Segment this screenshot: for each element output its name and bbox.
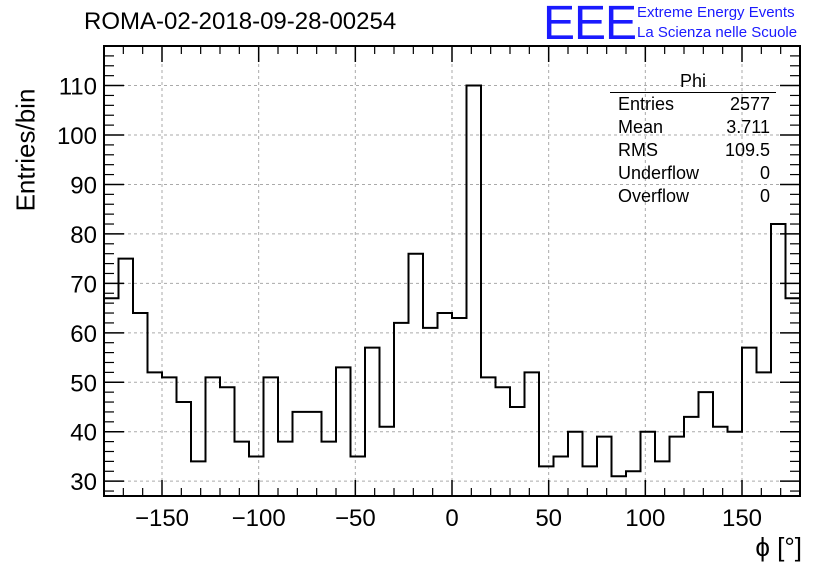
histogram-bin: [235, 442, 250, 496]
y-tick-label: 50: [70, 370, 97, 397]
histogram-bin: [148, 372, 163, 496]
chart-title: ROMA-02-2018-09-28-00254: [84, 8, 397, 35]
histogram-bin: [481, 377, 496, 496]
histogram-bin: [206, 377, 221, 496]
stats-value: 109.5: [724, 140, 770, 160]
histogram-bin: [423, 328, 438, 496]
histogram-bin: [162, 377, 177, 496]
stats-label: Overflow: [618, 186, 690, 206]
y-tick-label: 80: [70, 222, 97, 249]
stats-row-overflow: Overflow 0: [610, 185, 776, 208]
histogram-bin: [249, 456, 264, 496]
histogram-bin: [177, 402, 192, 496]
y-tick-label: 90: [70, 172, 97, 199]
y-tick-label: 60: [70, 321, 97, 348]
histogram-bin: [191, 461, 206, 496]
stats-title: Phi: [610, 70, 776, 93]
histogram-bin: [684, 417, 699, 496]
histogram-bin: [786, 298, 801, 496]
histogram-bin: [264, 377, 279, 496]
x-tick-label: 50: [535, 505, 562, 532]
stats-box: Phi Entries 2577 Mean 3.711 RMS 109.5 Un…: [610, 70, 776, 208]
logo-caption: Extreme Energy Events La Scienza nelle S…: [637, 3, 797, 43]
x-tick-label: 100: [625, 505, 665, 532]
histogram-bin: [583, 466, 598, 496]
stats-label: Mean: [618, 117, 664, 137]
histogram-bin: [351, 456, 366, 496]
stats-value: 2577: [729, 94, 770, 114]
x-tick-label: −50: [335, 505, 376, 532]
histogram-bin: [380, 427, 395, 496]
histogram-bin: [293, 412, 308, 496]
histogram-bin: [597, 437, 612, 496]
histogram-bin: [568, 432, 583, 496]
y-axis-label-box: Entries/bin: [6, 89, 46, 212]
histogram-bin: [612, 476, 627, 496]
histogram-bin: [336, 367, 351, 496]
stats-label: Entries: [618, 94, 675, 114]
histogram-bin: [554, 456, 569, 496]
histogram-bin: [525, 372, 540, 496]
histogram-bin: [409, 254, 424, 496]
y-tick-label: 100: [57, 123, 97, 150]
histogram-bin: [467, 86, 482, 496]
histogram-bin: [438, 313, 453, 496]
histogram-bin: [655, 461, 670, 496]
plot-frame: [103, 45, 801, 497]
y-axis-label: Entries/bin: [10, 88, 41, 212]
histogram-bin: [728, 432, 743, 496]
histogram-bin: [713, 427, 728, 496]
stats-value: 0: [759, 186, 770, 206]
x-axis-label: ϕ [°]: [755, 532, 802, 562]
histogram-bin: [452, 318, 467, 496]
histogram-bin: [220, 387, 235, 496]
y-tick-label: 40: [70, 420, 97, 447]
y-tick-label: 110: [59, 74, 97, 101]
eee-logo: EEE: [543, 0, 637, 50]
x-tick-label: 0: [445, 505, 458, 532]
stats-row-entries: Entries 2577: [610, 93, 776, 116]
y-tick-labels: 30 40 50 60 70 80 90 100 110: [57, 74, 97, 497]
stats-value: 0: [759, 163, 770, 183]
histogram-bin: [510, 407, 525, 496]
histogram-bin: [278, 442, 293, 496]
logo-caption-line2: La Scienza nelle Scuole: [637, 24, 798, 41]
histogram-bin: [670, 437, 685, 496]
stats-value: 3.711: [726, 117, 770, 137]
stats-row-rms: RMS 109.5: [610, 139, 776, 162]
stats-row-underflow: Underflow 0: [610, 162, 776, 185]
histogram-step-line: [104, 84, 801, 478]
stats-label: Underflow: [618, 163, 700, 183]
histogram-bin: [394, 323, 409, 496]
histogram-bin: [133, 313, 148, 496]
y-tick-label: 70: [70, 271, 97, 298]
histogram-bin: [641, 432, 656, 496]
histogram-bin: [771, 224, 786, 496]
histogram-bin: [742, 348, 757, 496]
histogram-bin: [626, 471, 641, 496]
x-tick-label: −100: [232, 505, 286, 532]
histogram-bin: [757, 372, 772, 496]
stats-label: RMS: [618, 140, 658, 160]
x-tick-label: 150: [722, 505, 762, 532]
histogram-bin: [365, 348, 380, 496]
histogram-bin: [322, 442, 337, 496]
histogram-bin: [496, 387, 511, 496]
histogram-bin: [307, 412, 322, 496]
x-tick-labels: −150 −100 −50 0 50 100 150: [135, 505, 762, 532]
x-tick-label: −150: [135, 505, 189, 532]
histogram-bin: [119, 259, 134, 496]
histogram-bin: [104, 298, 119, 496]
logo-caption-line1: Extreme Energy Events: [637, 4, 795, 21]
histogram-bin: [539, 466, 554, 496]
y-tick-label: 30: [70, 469, 97, 496]
histogram-bin: [699, 392, 714, 496]
stats-row-mean: Mean 3.711: [610, 116, 776, 139]
